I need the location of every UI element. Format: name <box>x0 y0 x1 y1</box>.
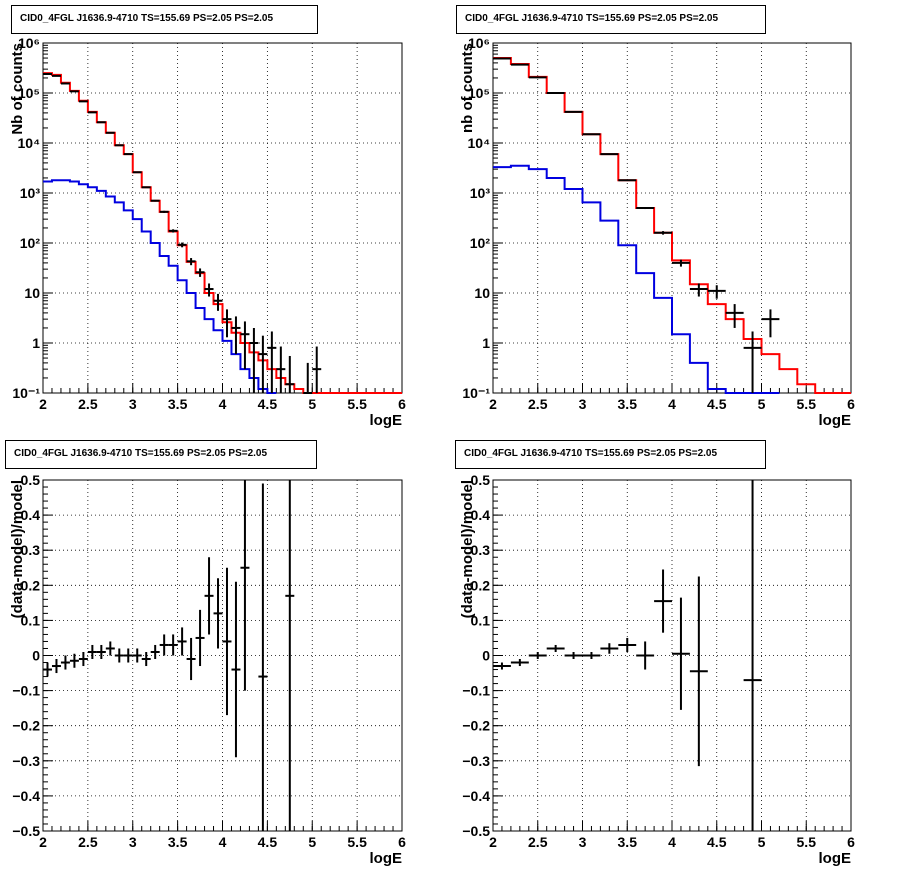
x-tick-label: 5 <box>308 396 316 412</box>
x-tick-label: 4 <box>668 396 676 412</box>
y-tick-label: 0.2 <box>21 577 41 593</box>
x-tick-label: 6 <box>398 396 406 412</box>
x-tick-label: 2 <box>39 396 47 412</box>
y-tick-label: −0.5 <box>462 823 490 839</box>
y-tick-label: −0.3 <box>462 753 490 769</box>
y-tick-label: −0.5 <box>12 823 40 839</box>
y-tick-label: 0.4 <box>21 507 41 523</box>
x-tick-label: 4 <box>668 834 676 850</box>
y-axis-label: (data-model)/model <box>459 480 476 618</box>
x-tick-label: 4 <box>219 396 227 412</box>
x-axis-label: logE <box>819 412 852 429</box>
y-tick-label: −0.1 <box>12 683 40 699</box>
x-tick-label: 2 <box>39 834 47 850</box>
x-tick-label: 4 <box>219 834 227 850</box>
y-tick-label: 10⁵ <box>468 85 490 101</box>
y-tick-label: 10⁻¹ <box>12 385 40 401</box>
x-tick-label: 2.5 <box>528 834 548 850</box>
y-tick-label: 0 <box>32 648 40 664</box>
y-tick-label: 0 <box>482 648 490 664</box>
y-tick-label: 0.5 <box>471 472 491 488</box>
x-tick-label: 4.5 <box>707 396 727 412</box>
y-tick-label: 10 <box>24 285 40 301</box>
y-tick-label: 1 <box>32 335 40 351</box>
y-axis-label: Nb of counts <box>9 43 26 135</box>
x-tick-label: 3.5 <box>168 834 188 850</box>
x-tick-label: 2 <box>489 396 497 412</box>
x-tick-label: 3.5 <box>618 834 638 850</box>
y-tick-label: 0.3 <box>21 542 41 558</box>
x-axis-label: logE <box>819 850 852 867</box>
x-tick-label: 5 <box>308 834 316 850</box>
chart-title: CID0_4FGL J1636.9-4710 TS=155.69 PS=2.05… <box>5 440 317 469</box>
y-tick-label: 10⁵ <box>18 85 40 101</box>
chart-title: CID0_4FGL J1636.9-4710 TS=155.69 PS=2.05… <box>11 5 318 34</box>
x-tick-label: 5.5 <box>797 834 817 850</box>
y-tick-label: 10³ <box>20 185 41 201</box>
y-tick-label: 0.2 <box>471 577 491 593</box>
source-model-line <box>43 179 277 394</box>
x-tick-label: 2.5 <box>78 834 98 850</box>
x-tick-label: 5.5 <box>797 396 817 412</box>
x-tick-label: 5.5 <box>347 834 367 850</box>
y-tick-label: 0.3 <box>471 542 491 558</box>
y-tick-label: 10⁴ <box>18 135 41 151</box>
source-model-line <box>493 164 780 394</box>
y-tick-label: 10 <box>474 285 490 301</box>
x-tick-label: 3 <box>129 834 137 850</box>
x-tick-label: 4.5 <box>258 834 278 850</box>
y-tick-label: −0.2 <box>12 718 40 734</box>
chart-title: CID0_4FGL J1636.9-4710 TS=155.69 PS=2.05… <box>456 5 766 34</box>
y-tick-label: −0.1 <box>462 683 490 699</box>
x-tick-label: 6 <box>847 834 855 850</box>
y-tick-label: 10⁶ <box>468 35 490 51</box>
chart-title: CID0_4FGL J1636.9-4710 TS=155.69 PS=2.05… <box>455 440 766 469</box>
y-tick-label: −0.4 <box>462 788 490 804</box>
x-tick-label: 6 <box>398 834 406 850</box>
x-tick-label: 4.5 <box>707 834 727 850</box>
y-tick-label: 10⁴ <box>468 135 491 151</box>
y-tick-label: 0.5 <box>21 472 41 488</box>
y-tick-label: 0.4 <box>471 507 491 523</box>
x-tick-label: 3.5 <box>618 396 638 412</box>
y-tick-label: −0.2 <box>462 718 490 734</box>
x-tick-label: 5 <box>758 834 766 850</box>
x-axis-label: logE <box>370 850 403 867</box>
y-axis-label: (data-model)/model <box>9 480 26 618</box>
y-tick-label: −0.4 <box>12 788 40 804</box>
y-axis-label: nb of counts <box>459 43 476 133</box>
y-tick-label: 10² <box>20 235 41 251</box>
y-tick-label: 10² <box>470 235 491 251</box>
x-tick-label: 3 <box>579 834 587 850</box>
y-tick-label: −0.3 <box>12 753 40 769</box>
y-tick-label: 10⁻¹ <box>462 385 490 401</box>
y-tick-label: 10³ <box>470 185 491 201</box>
y-tick-label: 1 <box>482 335 490 351</box>
x-tick-label: 5 <box>758 396 766 412</box>
x-tick-label: 2.5 <box>528 396 548 412</box>
x-tick-label: 4.5 <box>258 396 278 412</box>
x-tick-label: 6 <box>847 396 855 412</box>
x-axis-label: logE <box>370 412 403 429</box>
y-tick-label: 10⁶ <box>18 35 40 51</box>
x-tick-label: 2 <box>489 834 497 850</box>
x-tick-label: 5.5 <box>347 396 367 412</box>
x-tick-label: 2.5 <box>78 396 98 412</box>
x-tick-label: 3.5 <box>168 396 188 412</box>
x-tick-label: 3 <box>579 396 587 412</box>
y-tick-label: 0.1 <box>471 612 491 628</box>
x-tick-label: 3 <box>129 396 137 412</box>
y-tick-label: 0.1 <box>21 612 41 628</box>
